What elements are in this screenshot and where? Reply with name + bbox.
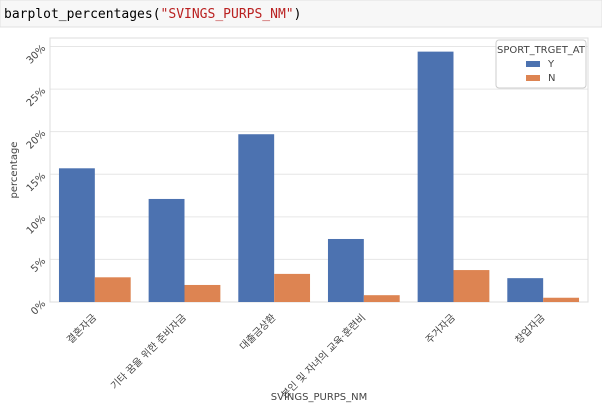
chart: 0% 5% 10% 15% 20% 25% 30% 결혼자금 기타 꿈을 위한 준비자금 대출금상… [9,37,589,403]
x-tick-label: 결혼자금 [64,311,99,346]
y-tick-label: 0% [29,298,48,317]
y-tick-label: 15% [25,171,49,195]
x-axis-label: SVINGS_PURPS_NM [271,392,368,403]
code-function: barplot_percentages( [4,7,161,22]
code-argument: "SVINGS_PURPS_NM" [161,7,294,22]
x-tick-label: 창업자금 [512,311,547,346]
y-tick-label: 30% [25,43,49,67]
legend-swatch [526,75,540,81]
legend-box [495,39,587,89]
y-tick-label: 5% [29,256,48,275]
bar [417,51,454,302]
code-line: barplot_percentages("SVINGS_PURPS_NM") [4,7,301,22]
plot-frame [49,37,589,303]
y-tick-label: 25% [25,86,49,110]
legend-label: N [548,73,555,84]
x-tick-label: 대출금상환 [237,312,278,353]
y-tick-label: 10% [25,213,49,237]
bar [148,198,185,302]
bar [327,238,364,302]
bar [238,134,275,302]
bar [363,295,400,302]
bar [453,270,490,302]
bar [94,277,131,302]
x-tick-label: 주거자금 [423,312,458,347]
bar [274,273,311,302]
x-tick-label: 본인 및 자녀의 교육·훈련비 [278,311,368,401]
x-tick-label: 기타 꿈을 위한 준비자금 [108,311,189,392]
legend-swatch [526,61,540,67]
code-cell[interactable] [0,0,602,28]
legend-title: SPORT_TRGET_AT [497,45,586,56]
bar [184,284,221,302]
bar [543,297,580,302]
bar [58,168,95,302]
bar [507,278,544,302]
code-close: ) [294,7,302,22]
legend-label: Y [547,59,555,70]
y-axis-label: percentage [9,142,20,199]
y-tick-label: 20% [25,128,49,152]
